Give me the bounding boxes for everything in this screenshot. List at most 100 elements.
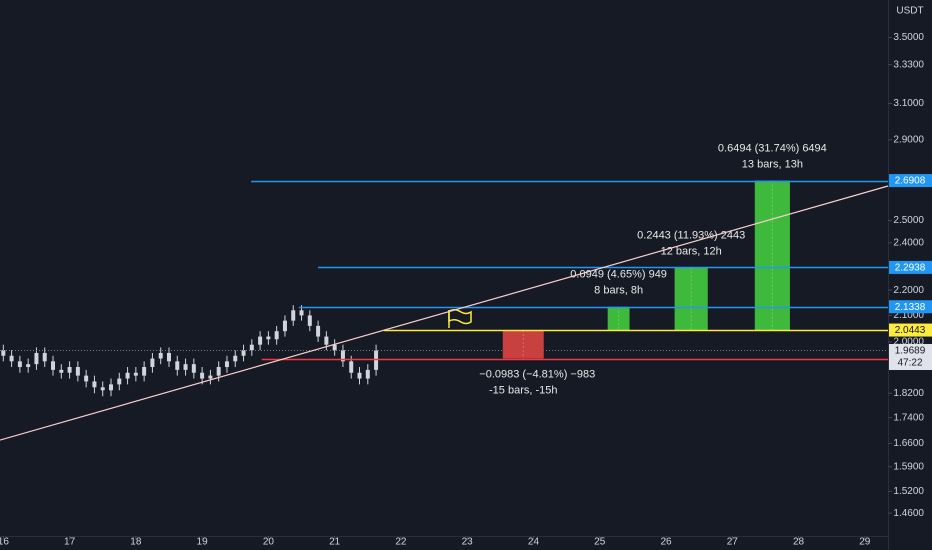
candle-body <box>100 387 105 391</box>
candle-body <box>84 375 89 382</box>
price-tag-label: 2.6908 <box>895 176 926 187</box>
candle-body <box>349 361 354 373</box>
y-tick-label: 1.6600 <box>893 438 924 449</box>
price-tag-label: 2.2938 <box>895 263 926 274</box>
x-tick-label: 21 <box>329 537 341 548</box>
candle-body <box>291 310 296 321</box>
candle-body <box>274 331 279 340</box>
x-tick-label: 17 <box>64 537 76 548</box>
measure-sublabel: 12 bars, 12h <box>661 245 722 257</box>
x-tick-label: 28 <box>793 537 805 548</box>
candle-body <box>183 364 188 370</box>
price-tag-label: 2.1338 <box>895 302 926 313</box>
price-tag <box>889 323 932 337</box>
candle-body <box>158 352 163 359</box>
candle-body <box>233 355 238 362</box>
y-tick-label: 3.5000 <box>893 32 924 43</box>
candle-body <box>109 384 113 391</box>
x-tick-label: 26 <box>660 537 672 548</box>
x-tick-label: 18 <box>130 537 142 548</box>
candle-body <box>365 369 370 379</box>
measure-box <box>607 306 630 331</box>
candle-body <box>299 310 304 316</box>
candle-body <box>241 350 246 356</box>
candle-body <box>9 355 14 362</box>
measure-label: 0.0949 (4.65%) 949 <box>570 269 667 281</box>
y-tick-label: 1.8200 <box>893 388 924 399</box>
trendline <box>0 185 889 441</box>
candle-body <box>266 336 271 340</box>
price-tag <box>889 174 932 188</box>
candle-body <box>75 367 80 376</box>
candle-body <box>224 361 229 368</box>
candle-body <box>191 364 196 373</box>
measure-sublabel: 8 bars, 8h <box>594 285 643 297</box>
candle-body <box>51 361 56 370</box>
measure-label: 0.6494 (31.74%) 6494 <box>718 142 827 154</box>
candle-body <box>249 344 254 351</box>
x-tick-label: 19 <box>197 537 209 548</box>
candle-body <box>340 350 345 362</box>
candle-body <box>125 372 130 379</box>
candle-body <box>17 361 22 368</box>
y-tick-label: 3.1000 <box>893 98 924 109</box>
candle-body <box>92 381 97 388</box>
candle-body <box>316 325 321 337</box>
candle-body <box>42 352 47 362</box>
price-tag <box>889 300 932 314</box>
candle-body <box>216 367 221 376</box>
x-tick-label: 29 <box>859 537 871 548</box>
candle-body <box>1 350 6 356</box>
measure-label: 0.2443 (11.93%) 2443 <box>637 229 745 241</box>
price-tag-label: 2.0443 <box>895 325 926 336</box>
flag-icon <box>448 308 472 328</box>
candle-body <box>117 378 122 385</box>
measure-box <box>502 330 544 359</box>
x-tick-label: 23 <box>462 537 474 548</box>
x-tick-label: 24 <box>528 537 540 548</box>
candle-body <box>307 315 312 326</box>
measure-sublabel: 13 bars, 13h <box>742 158 803 170</box>
y-tick-label: 1.5900 <box>893 461 924 472</box>
measure-label: −0.0983 (−4.81%) −983 <box>479 368 595 380</box>
countdown-label: 47:22 <box>897 358 922 369</box>
candle-body <box>282 320 287 332</box>
y-tick-label: 2.9000 <box>893 134 924 145</box>
price-tag <box>889 260 932 274</box>
candle-body <box>166 352 171 362</box>
candle-body <box>332 344 337 351</box>
current-price-label: 1.9689 <box>895 346 926 357</box>
candle-body <box>208 375 213 379</box>
y-tick-label: 2.1000 <box>893 310 924 321</box>
candle-body <box>175 361 180 370</box>
candle-body <box>142 367 147 376</box>
y-tick-label: 1.4600 <box>893 508 924 519</box>
candle-body <box>26 364 31 368</box>
y-tick-label: 1.5200 <box>893 486 924 497</box>
candle-body <box>133 372 138 376</box>
y-tick-label: 2.0000 <box>893 337 924 348</box>
candle-body <box>59 369 64 373</box>
y-tick-label: 2.2000 <box>893 285 924 296</box>
candle-body <box>67 367 72 373</box>
x-tick-label: 25 <box>594 537 606 548</box>
x-tick-label: 22 <box>395 537 407 548</box>
candle-body <box>200 372 205 379</box>
measure-sublabel: -15 bars, -15h <box>489 384 557 396</box>
candle-body <box>34 352 39 365</box>
x-tick-label: 20 <box>263 537 275 548</box>
measure-box <box>674 267 708 331</box>
x-tick-label: 27 <box>727 537 739 548</box>
y-tick-label: 2.5000 <box>893 215 924 226</box>
y-tick-label: 3.3300 <box>893 59 924 70</box>
current-price-tag <box>889 343 932 370</box>
y-tick-label: 1.7400 <box>893 412 924 423</box>
candle-body <box>258 336 263 345</box>
candle-body <box>324 336 329 345</box>
x-tick-label: 16 <box>0 537 9 548</box>
axis-unit: USDT <box>896 6 923 17</box>
candle-body <box>150 358 155 368</box>
measure-box <box>754 180 790 331</box>
